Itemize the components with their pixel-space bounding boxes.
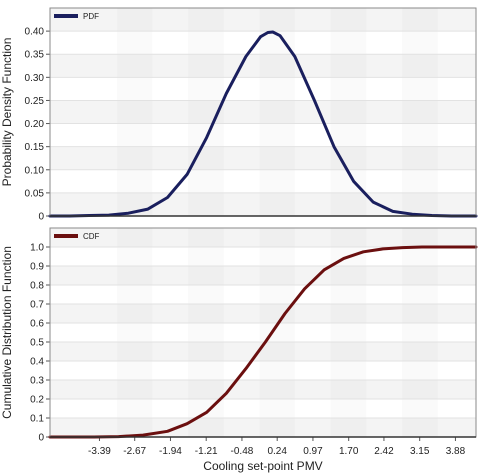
- y-tick-label: 0.6: [30, 319, 44, 330]
- series-line-pdf: [48, 30, 478, 218]
- y-tick-label: 0: [38, 433, 44, 444]
- y-tick-label: 0.3: [30, 376, 44, 387]
- grid-band-vertical: [260, 228, 295, 437]
- y-tick-label: 0.40: [25, 27, 45, 38]
- y-tick-label: 0.15: [25, 142, 45, 153]
- grid-band: [50, 304, 476, 323]
- legend-label: CDF: [83, 232, 100, 241]
- y-tick-label: 0.7: [30, 300, 44, 311]
- x-axis-label: Cooling set-point PMV: [203, 459, 322, 473]
- grid-band-vertical: [117, 228, 152, 437]
- y-tick-label: 0.2: [30, 395, 44, 406]
- x-tick-label: -2.67: [123, 446, 146, 457]
- y-tick-label: 0.05: [25, 188, 45, 199]
- y-tick-label: 0.20: [25, 119, 45, 130]
- plot-area-2: [50, 228, 476, 437]
- y-tick-label: 0.30: [25, 73, 45, 84]
- grid-band-vertical: [260, 8, 295, 216]
- y-tick-label: 0.1: [30, 414, 44, 425]
- x-tick-label: 3.15: [410, 446, 430, 457]
- x-tick-label: 3.88: [446, 446, 466, 457]
- x-tick-label: -1.21: [195, 446, 218, 457]
- y-tick-label: 0.35: [25, 50, 45, 61]
- x-tick-label: 1.70: [339, 446, 359, 457]
- grid-band: [50, 380, 476, 399]
- grid-band: [50, 8, 476, 32]
- x-tick-label: 2.42: [374, 446, 394, 457]
- y-tick-label: 0.25: [25, 96, 45, 107]
- grid-band: [50, 146, 476, 170]
- grid-band-vertical: [402, 228, 438, 437]
- y-tick-label: 0.8: [30, 281, 44, 292]
- y-axis-label: Probability Density Function: [0, 38, 14, 187]
- y-tick-label: 0.9: [30, 262, 44, 273]
- y-tick-label: 0: [38, 212, 44, 223]
- y-tick-label: 1.0: [30, 243, 44, 254]
- x-tick-label: -0.48: [231, 446, 254, 457]
- grid-band: [50, 228, 476, 247]
- y-tick-label: 0.4: [30, 357, 44, 368]
- y-tick-label: 0.10: [25, 165, 45, 176]
- grid-band-vertical: [331, 228, 367, 437]
- grid-band: [50, 100, 476, 124]
- y-tick-label: 0.5: [30, 338, 44, 349]
- y-axis-label: Cumulative Distribution Function: [0, 246, 14, 419]
- grid-band: [50, 266, 476, 285]
- x-tick-label: -3.39: [88, 446, 111, 457]
- series-line-cdf: [48, 245, 478, 439]
- x-tick-label: 0.97: [303, 446, 323, 457]
- grid-band-vertical: [188, 228, 224, 437]
- grid-band-vertical: [331, 8, 367, 216]
- grid-band-vertical: [117, 8, 152, 216]
- grid-band-vertical: [402, 8, 438, 216]
- x-tick-label: -1.94: [159, 446, 182, 457]
- grid-band: [50, 54, 476, 78]
- grid-band: [50, 342, 476, 361]
- x-tick-label: 0.24: [267, 446, 287, 457]
- legend-label: PDF: [83, 12, 99, 21]
